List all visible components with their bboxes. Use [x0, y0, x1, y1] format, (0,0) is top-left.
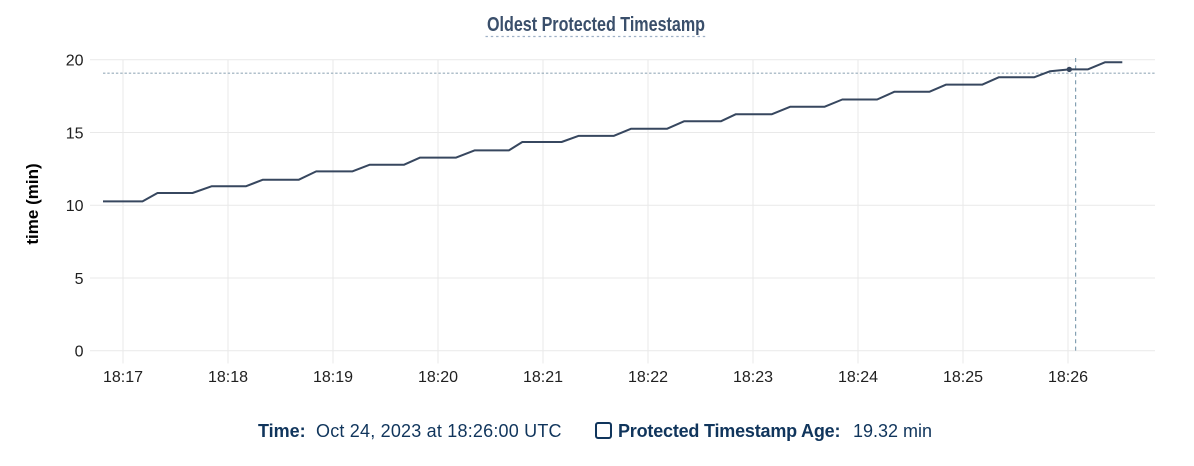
svg-text:18:26: 18:26: [1048, 369, 1088, 386]
svg-text:18:21: 18:21: [523, 369, 563, 386]
svg-text:18:17: 18:17: [103, 369, 143, 386]
svg-text:time (min): time (min): [23, 163, 42, 244]
svg-text:18:22: 18:22: [628, 369, 668, 386]
svg-text:18:18: 18:18: [208, 369, 248, 386]
svg-text:18:19: 18:19: [313, 369, 353, 386]
svg-text:20: 20: [66, 53, 84, 70]
svg-text:18:25: 18:25: [943, 369, 983, 386]
svg-text:Oldest Protected Timestamp: Oldest Protected Timestamp: [487, 14, 705, 36]
svg-text:15: 15: [66, 125, 84, 142]
svg-text:10: 10: [66, 198, 84, 215]
svg-text:18:20: 18:20: [418, 369, 458, 386]
svg-text:18:24: 18:24: [838, 369, 878, 386]
svg-text:18:23: 18:23: [733, 369, 773, 386]
svg-text:5: 5: [75, 271, 84, 288]
svg-text:0: 0: [75, 344, 84, 361]
